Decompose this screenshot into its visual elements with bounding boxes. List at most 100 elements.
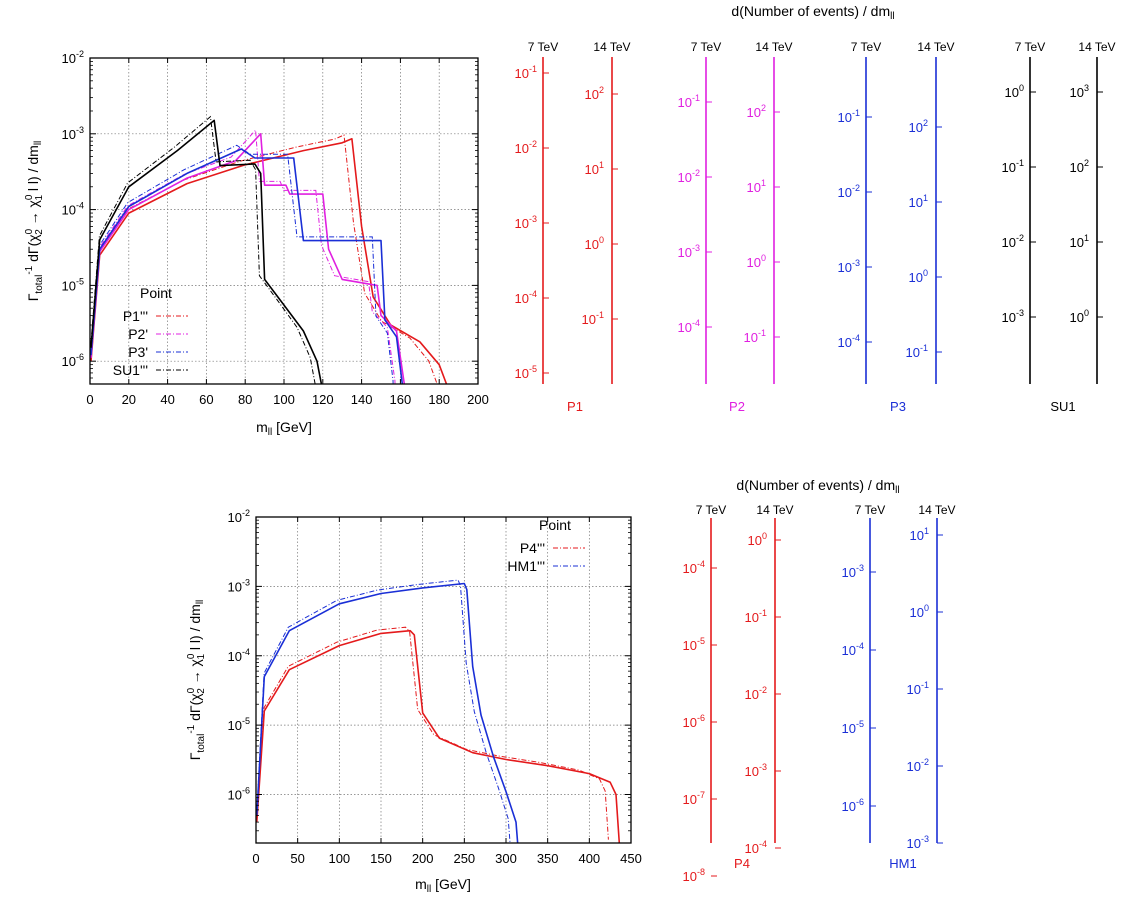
event-axis-tick-label: 10-2 bbox=[515, 139, 537, 156]
y-tick-label: 10-6 bbox=[228, 786, 250, 803]
event-axis-tick-label: 10-5 bbox=[515, 364, 537, 381]
event-axis-tick-label: 103 bbox=[1070, 83, 1089, 100]
event-axis-tick-label: 102 bbox=[909, 118, 928, 135]
y-tick-label: 10-6 bbox=[62, 352, 84, 369]
event-axis-tick-label: 10-1 bbox=[515, 64, 537, 81]
event-axis-tick-label: 10-1 bbox=[678, 93, 700, 110]
point-name-p4: P4 bbox=[734, 856, 750, 871]
event-axis-tick-label: 10-1 bbox=[907, 680, 929, 697]
legend-entry-label: P2' bbox=[128, 326, 148, 342]
event-axis-tick-label: 10-2 bbox=[745, 685, 767, 702]
event-axis-tick-label: 10-3 bbox=[745, 762, 767, 779]
series-line-p3p bbox=[90, 148, 404, 384]
event-axis-tick-label: 10-4 bbox=[745, 839, 767, 856]
event-axis-tick-label: 10-3 bbox=[1002, 308, 1024, 325]
series-line-companion bbox=[256, 626, 609, 840]
bottom-plot-series bbox=[256, 579, 621, 843]
legend-title: Point bbox=[539, 517, 571, 533]
x-tick-label: 0 bbox=[86, 392, 93, 407]
event-axis-tick-label: 100 bbox=[585, 235, 604, 252]
event-axis-tick-label: 102 bbox=[585, 85, 604, 102]
bottom-plot-legend: Point P4''' HM1''' bbox=[507, 517, 585, 574]
x-tick-label: 150 bbox=[370, 851, 392, 866]
point-name-p3: P3 bbox=[890, 399, 906, 414]
legend-entry-label: P3' bbox=[128, 344, 148, 360]
bottom-event-axes-header: d(Number of events) / dmll bbox=[736, 477, 899, 496]
label-14tev: 14 TeV bbox=[755, 40, 792, 54]
event-axis-tick-label: 10-3 bbox=[838, 258, 860, 275]
label-14tev: 14 TeV bbox=[1078, 40, 1115, 54]
x-tick-label: 200 bbox=[412, 851, 434, 866]
label-7tev: 7 TeV bbox=[851, 40, 881, 54]
bottom-plot-x-ticks: 0 50 100 150 200 250 300 350 400 450 bbox=[252, 517, 642, 866]
event-axis-tick-label: 10-4 bbox=[678, 318, 700, 335]
y-tick-label: 10-4 bbox=[228, 647, 250, 664]
x-tick-label: 140 bbox=[351, 392, 373, 407]
event-axis-tick-label: 10-2 bbox=[907, 757, 929, 774]
top-plot-grid bbox=[90, 58, 478, 384]
x-tick-label: 180 bbox=[428, 392, 450, 407]
series-line-p1ppp bbox=[90, 138, 448, 384]
series-line-companion bbox=[90, 115, 316, 384]
label-7tev: 7 TeV bbox=[696, 503, 726, 517]
top-plot-y-ticks: 10-2 10-3 10-4 10-5 10-6 bbox=[62, 49, 478, 379]
bottom-plot-y-ticks: 10-2 10-3 10-4 10-5 10-6 bbox=[228, 508, 631, 832]
event-axis-tick-label: 101 bbox=[1070, 233, 1089, 250]
series-line-companion bbox=[90, 144, 394, 384]
event-axis-tick-label: 100 bbox=[910, 603, 929, 620]
bottom-plot-x-label: mll [GeV] bbox=[415, 876, 471, 895]
bottom-plot: 0 50 100 150 200 250 300 350 400 450 10-2 10-3 10-4… bbox=[186, 508, 642, 895]
point-name-hm1: HM1 bbox=[889, 856, 916, 871]
x-tick-label: 250 bbox=[453, 851, 475, 866]
event-axis-tick-label: 10-1 bbox=[906, 343, 928, 360]
y-tick-label: 10-2 bbox=[62, 49, 84, 66]
event-axis-tick-label: 100 bbox=[747, 253, 766, 270]
event-axis-tick-label: 10-1 bbox=[744, 328, 766, 345]
top-event-axes-header: d(Number of events) / dmll bbox=[731, 3, 894, 22]
y-tick-label: 10-3 bbox=[228, 577, 250, 594]
label-7tev: 7 TeV bbox=[855, 503, 885, 517]
top-plot-legend: Point P1''' P2' P3' SU1''' bbox=[113, 285, 188, 378]
label-7tev: 7 TeV bbox=[528, 40, 558, 54]
event-axis-tick-label: 10-2 bbox=[678, 168, 700, 185]
label-14tev: 14 TeV bbox=[918, 503, 955, 517]
legend-entry-label: P4''' bbox=[520, 540, 545, 556]
series-line-companion bbox=[256, 579, 511, 843]
event-axis-tick-label: 100 bbox=[748, 531, 767, 548]
legend-entry-label: HM1''' bbox=[507, 558, 545, 574]
x-tick-label: 50 bbox=[290, 851, 304, 866]
legend-entry-label: P1''' bbox=[123, 308, 148, 324]
event-axis-tick-label: 100 bbox=[1070, 308, 1089, 325]
x-tick-label: 350 bbox=[537, 851, 559, 866]
point-name-p1: P1 bbox=[567, 399, 583, 414]
event-axis-tick-label: 10-1 bbox=[745, 608, 767, 625]
y-tick-label: 10-5 bbox=[228, 716, 250, 733]
event-axis-tick-label: 10-6 bbox=[842, 797, 864, 814]
bottom-plot-y-label: Γtotal-1 dΓ(χ02 → χ01 l l) / dmll bbox=[186, 600, 207, 761]
y-tick-label: 10-5 bbox=[62, 276, 84, 293]
x-tick-label: 160 bbox=[390, 392, 412, 407]
series-line-p4ppp bbox=[256, 629, 621, 843]
x-tick-label: 100 bbox=[328, 851, 350, 866]
event-axis-tick-label: 10-3 bbox=[678, 243, 700, 260]
top-plot-x-label: mll [GeV] bbox=[256, 419, 312, 438]
event-axis-tick-label: 100 bbox=[1005, 83, 1024, 100]
event-axis-tick-label: 101 bbox=[747, 178, 766, 195]
event-axis-tick-label: 101 bbox=[585, 160, 604, 177]
event-axis-tick-label: 10-2 bbox=[1002, 233, 1024, 250]
y-tick-label: 10-3 bbox=[62, 125, 84, 142]
legend-title: Point bbox=[140, 285, 172, 301]
event-count-axes: 7 TeV 14 TeV P1 10-1 10-2 10-3 10-4 10-5 102 101 1… bbox=[515, 40, 1116, 884]
event-axis-tick-label: 10-3 bbox=[907, 834, 929, 851]
legend-entry-label: SU1''' bbox=[113, 362, 148, 378]
label-14tev: 14 TeV bbox=[917, 40, 954, 54]
y-tick-label: 10-4 bbox=[62, 201, 84, 218]
event-axis-tick-label: 10-5 bbox=[683, 636, 705, 653]
y-tick-label: 10-2 bbox=[228, 508, 250, 525]
event-axis-tick-label: 10-5 bbox=[842, 719, 864, 736]
event-axis-tick-label: 101 bbox=[910, 526, 929, 543]
x-tick-label: 80 bbox=[238, 392, 252, 407]
event-axis-tick-label: 10-3 bbox=[515, 214, 537, 231]
x-tick-label: 300 bbox=[495, 851, 517, 866]
